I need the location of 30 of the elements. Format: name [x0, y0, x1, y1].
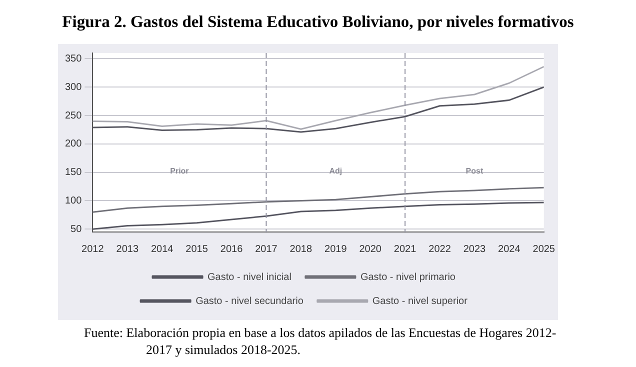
legend-label: Gasto - nivel inicial	[208, 272, 292, 283]
annotation: Adj	[329, 166, 342, 176]
legend-label: Gasto - nivel superior	[372, 296, 468, 307]
legend-label: Gasto - nivel secundario	[196, 296, 304, 307]
x-tick-label: 2023	[463, 244, 486, 255]
y-tick-label: 100	[64, 195, 82, 206]
x-tick-label: 2020	[359, 244, 382, 255]
y-tick-label: 50	[70, 224, 82, 235]
x-tick-label: 2021	[394, 244, 417, 255]
y-tick-label: 300	[64, 82, 82, 93]
x-tick-label: 2025	[532, 244, 556, 255]
y-tick-label: 250	[64, 110, 82, 122]
y-tick-label: 200	[64, 138, 82, 150]
x-tick-label: 2019	[324, 244, 348, 255]
annotation: Prior	[170, 166, 189, 176]
y-tick-label: 350	[64, 53, 82, 64]
x-tick-label: 2018	[290, 244, 312, 255]
x-tick-label: 2016	[220, 244, 244, 255]
x-tick-label: 2014	[150, 244, 174, 255]
y-tick-label: 150	[64, 167, 82, 178]
legend-label: Gasto - nivel primario	[360, 272, 456, 283]
x-tick-label: 2017	[255, 244, 278, 255]
source-note: Fuente: Elaboración propia en base a los datos apilados de las Encuestas de Hogares 2012-2017 y simulados 2018-2025.	[84, 324, 558, 358]
x-tick-label: 2022	[428, 244, 452, 255]
x-tick-label: 2024	[498, 244, 521, 255]
chart-title: Figura 2. Gastos del Sistema Educativo Boliviano, por niveles formativos	[61, 12, 575, 32]
x-tick-label: 2012	[82, 244, 104, 255]
x-tick-label: 2015	[186, 244, 208, 255]
annotation: Post	[466, 166, 484, 176]
x-tick-label: 2013	[116, 244, 139, 255]
